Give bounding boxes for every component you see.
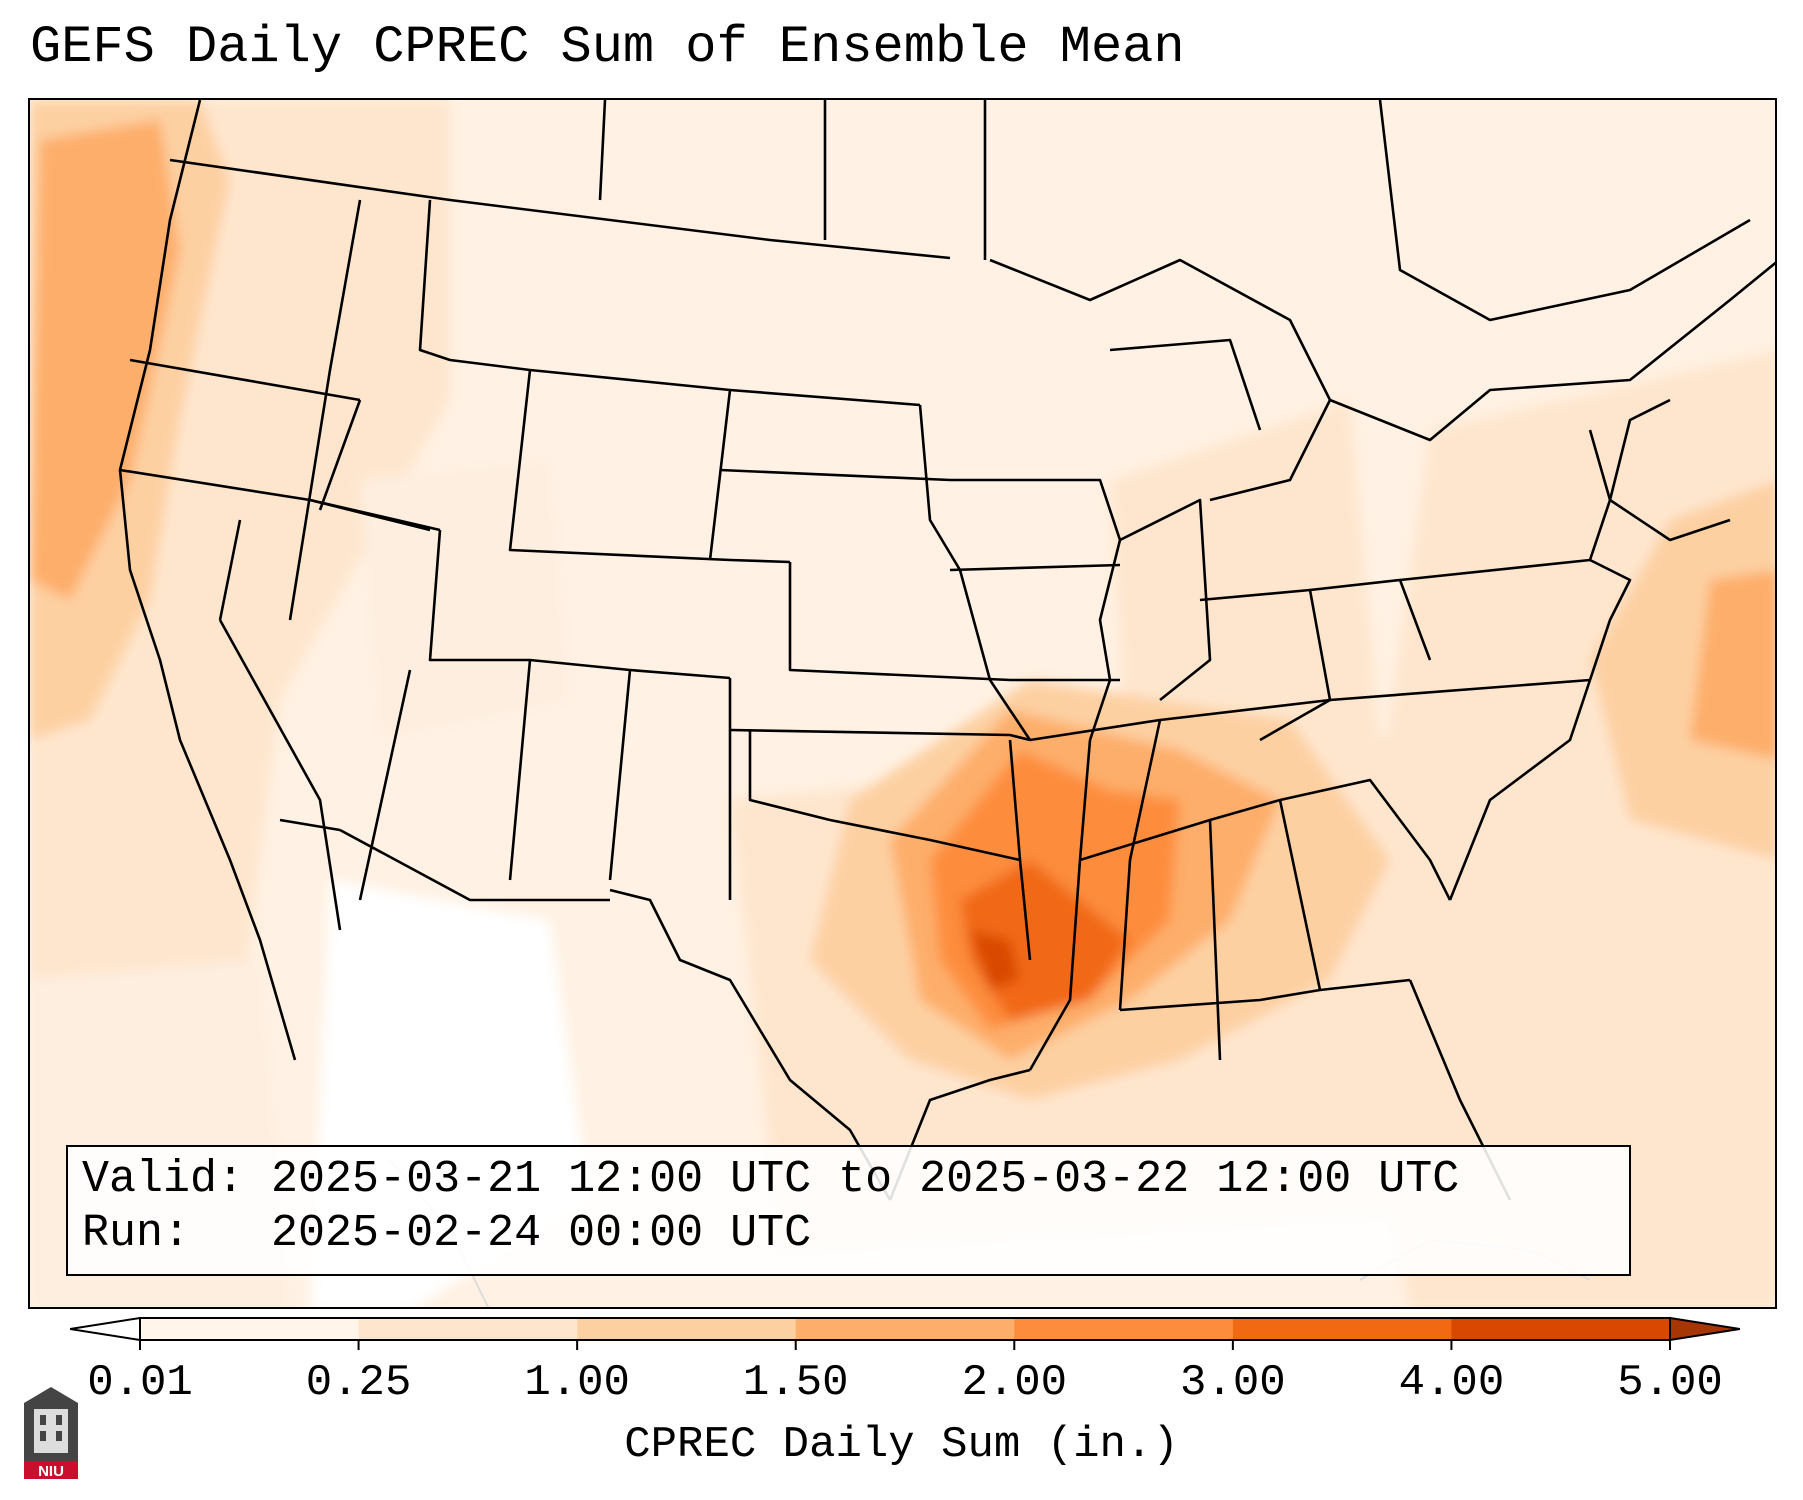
colorbar-tick-label: 1.00 [524,1358,630,1408]
colorbar-tick-label: 3.00 [1180,1358,1286,1408]
run-label: Run: [82,1208,191,1259]
precip-map [30,100,1775,1307]
colorbar-border [139,1317,1671,1341]
valid-run-info-box: Valid: 2025-03-21 12:00 UTC to 2025-03-2… [66,1145,1631,1276]
colorbar-segment [358,1318,578,1340]
map-panel [28,98,1777,1309]
valid-value: 2025-03-21 12:00 UTC to 2025-03-22 12:00… [271,1154,1460,1205]
colorbar-segment [140,1318,360,1340]
colorbar-tick-label: 4.00 [1398,1358,1505,1408]
colorbar-tick-label: 1.50 [742,1358,849,1408]
run-value: 2025-02-24 00:00 UTC [271,1208,812,1259]
colorbar-segment [577,1318,797,1340]
colorbar [70,1316,1740,1350]
colorbar-segment [1232,1318,1452,1340]
colorbar-label: CPREC Daily Sum (in.) [624,1420,1179,1470]
map-title: GEFS Daily CPREC Sum of Ensemble Mean [30,18,1185,77]
state-borders [118,100,1775,1201]
colorbar-segment [1451,1318,1671,1340]
valid-label: Valid: [82,1154,245,1205]
niu-logo: NIU [24,1387,78,1480]
colorbar-segment [1014,1318,1234,1340]
colorbar-segment [795,1318,1015,1340]
colorbar-extend-high [1669,1316,1740,1342]
colorbar-tick-label: 0.25 [305,1358,412,1408]
colorbar-tick-label: 0.01 [87,1358,193,1408]
svg-text:NIU: NIU [38,1463,64,1480]
precip-field [30,100,1775,1307]
colorbar-tick-label: 5.00 [1617,1358,1723,1408]
colorbar-extend-low [70,1316,141,1342]
colorbar-tick-label: 2.00 [961,1358,1068,1408]
